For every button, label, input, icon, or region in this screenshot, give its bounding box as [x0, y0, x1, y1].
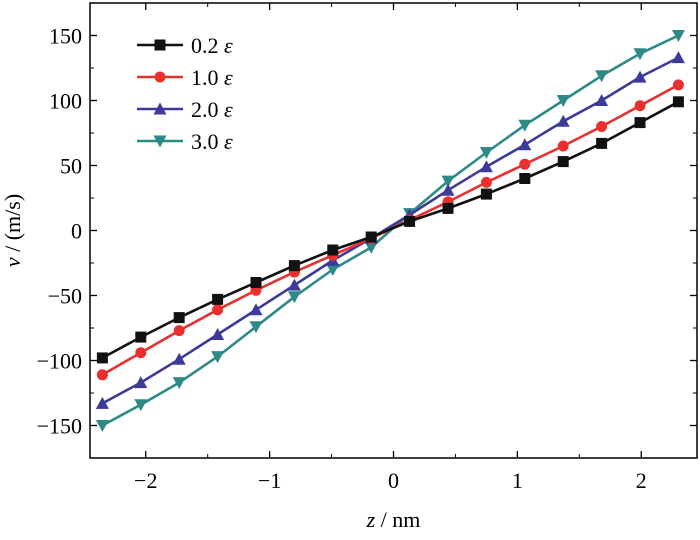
- data-point-0-2: [634, 117, 646, 129]
- x-tick-label: −1: [258, 468, 281, 493]
- data-point-3-0: [249, 321, 263, 334]
- data-point-3-0: [211, 351, 225, 364]
- data-point-1-0: [519, 158, 531, 170]
- legend-label: 0.2 ε: [191, 33, 233, 58]
- data-point-1-0: [672, 79, 684, 91]
- legend-item: 3.0 ε: [137, 129, 233, 154]
- x-tick-label: −2: [134, 468, 157, 493]
- data-point-2-0: [249, 303, 263, 316]
- x-tick-label: 0: [388, 468, 399, 493]
- data-point-0-2: [519, 173, 531, 184]
- data-point-1-0: [173, 325, 185, 337]
- data-point-3-0: [172, 377, 186, 390]
- y-tick-label: 100: [49, 89, 82, 114]
- y-tick-label: −50: [48, 284, 82, 309]
- legend-marker: [153, 102, 167, 115]
- data-point-2-0: [287, 278, 301, 291]
- data-point-2-0: [95, 396, 109, 409]
- data-point-3-0: [95, 420, 109, 432]
- data-point-0-2: [173, 312, 185, 324]
- data-point-3-0: [518, 119, 532, 132]
- series-line-2-0: [101, 56, 680, 405]
- data-point-2-0: [479, 160, 493, 173]
- x-tick-label: 2: [636, 468, 647, 493]
- data-point-2-0: [134, 376, 148, 389]
- data-point-2-0: [211, 328, 225, 340]
- y-axis-title: v / (m/s): [0, 194, 25, 267]
- legend: 0.2 ε 1.0 ε 2.0 ε 3.0 ε: [137, 33, 233, 154]
- legend-label: 2.0 ε: [191, 97, 233, 122]
- data-point-3-0: [441, 175, 455, 188]
- data-point-0-2: [404, 215, 416, 227]
- x-axis-title: z / nm: [366, 507, 421, 532]
- data-point-2-0: [441, 183, 455, 196]
- y-tick-label: 150: [49, 24, 82, 49]
- data-point-0-2: [212, 293, 224, 305]
- legend-label: 1.0 ε: [191, 65, 233, 90]
- y-tick-label: −150: [37, 414, 82, 439]
- legend-marker: [153, 135, 167, 148]
- data-point-0-2: [557, 156, 569, 168]
- data-point-0-2: [327, 244, 339, 256]
- data-point-2-0: [172, 352, 186, 365]
- x-tick-label: 1: [512, 468, 523, 493]
- series-0-2: [96, 96, 684, 364]
- series-line-0-2: [101, 100, 680, 360]
- data-point-0-2: [480, 188, 492, 200]
- data-point-2-0: [595, 94, 609, 106]
- legend-label: 3.0 ε: [191, 129, 233, 154]
- data-point-3-0: [134, 399, 148, 412]
- data-point-1-0: [557, 140, 569, 152]
- data-point-0-2: [250, 277, 262, 288]
- data-point-3-0: [595, 70, 609, 83]
- data-point-2-0: [671, 51, 685, 64]
- data-point-0-2: [442, 202, 454, 214]
- legend-marker: [154, 71, 166, 83]
- legend-item: 1.0 ε: [137, 65, 233, 90]
- data-point-0-2: [288, 260, 300, 272]
- data-point-1-0: [634, 100, 646, 112]
- y-tick-label: 0: [71, 219, 82, 244]
- data-point-1-0: [135, 347, 147, 359]
- data-point-2-0: [556, 114, 570, 127]
- y-tick-label: 50: [60, 154, 82, 179]
- series-3-0: [95, 30, 685, 432]
- data-point-0-2: [96, 352, 108, 364]
- legend-item: 0.2 ε: [137, 33, 233, 58]
- data-point-0-2: [135, 331, 147, 343]
- data-point-2-0: [633, 70, 647, 83]
- data-point-1-0: [596, 121, 608, 132]
- data-point-1-0: [212, 304, 224, 316]
- y-tick-label: −100: [37, 349, 82, 374]
- data-point-1-0: [480, 176, 492, 188]
- data-point-3-0: [287, 291, 301, 304]
- legend-item: 2.0 ε: [137, 97, 233, 122]
- data-point-0-2: [596, 137, 608, 149]
- data-point-1-0: [96, 369, 108, 381]
- data-point-3-0: [479, 147, 493, 159]
- data-point-3-0: [364, 241, 378, 254]
- data-point-2-0: [518, 138, 532, 151]
- legend-marker: [154, 39, 166, 51]
- data-point-3-0: [633, 48, 647, 61]
- data-point-3-0: [556, 95, 570, 107]
- data-point-3-0: [326, 264, 340, 276]
- data-point-0-2: [672, 96, 684, 108]
- data-point-3-0: [671, 30, 685, 42]
- data-point-0-2: [365, 231, 377, 243]
